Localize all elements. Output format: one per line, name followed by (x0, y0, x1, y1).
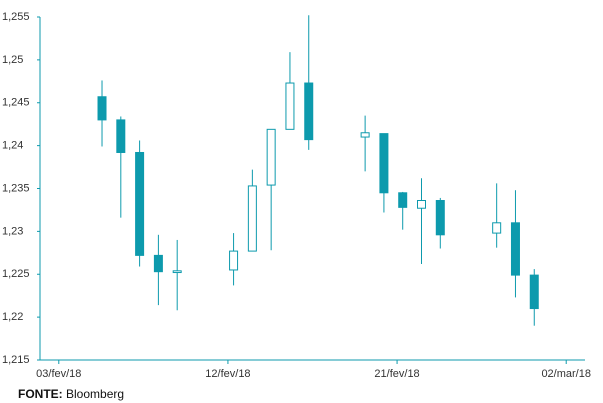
candle-body (379, 133, 389, 194)
y-tick-label: 1,235 (2, 182, 30, 194)
candle-body (492, 222, 502, 234)
candle-body (116, 119, 126, 153)
candle-body (304, 82, 314, 141)
y-tick-label: 1,245 (2, 97, 30, 109)
y-tick-label: 1,22 (2, 311, 23, 323)
candle-body (529, 274, 539, 310)
y-tick-label: 1,215 (2, 354, 30, 366)
candle-body (172, 270, 182, 274)
candle-body (135, 151, 145, 256)
y-tick-label: 1,225 (2, 268, 30, 280)
x-tick-label: 21/fev/18 (374, 368, 419, 380)
y-tick-label: 1,24 (2, 140, 23, 152)
candle-body (360, 132, 370, 138)
candle-body (510, 222, 520, 276)
candle-body (285, 82, 295, 130)
candle-body (247, 185, 257, 252)
y-tick-label: 1,23 (2, 225, 23, 237)
y-tick-label: 1,255 (2, 11, 30, 23)
candle-body (435, 200, 445, 236)
y-tick-label: 1,25 (2, 54, 23, 66)
x-tick-label: 03/fev/18 (36, 368, 81, 380)
candle-body (266, 128, 276, 186)
candle-body (97, 96, 107, 121)
source: FONTE: Bloomberg (18, 387, 124, 401)
candle-body (398, 192, 408, 208)
candle-body (153, 254, 163, 273)
x-tick-label: 02/mar/18 (541, 368, 591, 380)
candle-body (417, 200, 426, 209)
source-name: Bloomberg (66, 387, 124, 401)
x-tick-label: 12/fev/18 (205, 368, 250, 380)
source-label: FONTE: (18, 387, 63, 401)
candle-body (229, 250, 239, 271)
